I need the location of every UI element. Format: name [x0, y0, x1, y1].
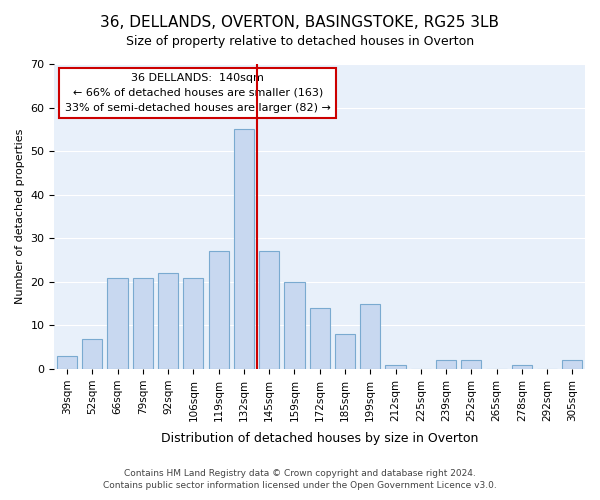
Text: Size of property relative to detached houses in Overton: Size of property relative to detached ho… — [126, 35, 474, 48]
Bar — [436, 360, 456, 369]
Bar — [183, 278, 203, 369]
Bar — [512, 364, 532, 369]
Bar — [158, 273, 178, 369]
Bar — [284, 282, 305, 369]
Bar — [209, 252, 229, 369]
Bar — [234, 130, 254, 369]
Bar — [461, 360, 481, 369]
Bar — [335, 334, 355, 369]
Bar — [360, 304, 380, 369]
Bar — [385, 364, 406, 369]
Bar — [562, 360, 583, 369]
Text: 36 DELLANDS:  140sqm
← 66% of detached houses are smaller (163)
33% of semi-deta: 36 DELLANDS: 140sqm ← 66% of detached ho… — [65, 73, 331, 113]
Text: Contains HM Land Registry data © Crown copyright and database right 2024.
Contai: Contains HM Land Registry data © Crown c… — [103, 468, 497, 490]
Text: 36, DELLANDS, OVERTON, BASINGSTOKE, RG25 3LB: 36, DELLANDS, OVERTON, BASINGSTOKE, RG25… — [101, 15, 499, 30]
Bar — [57, 356, 77, 369]
Bar — [259, 252, 279, 369]
Bar — [310, 308, 330, 369]
Bar — [133, 278, 153, 369]
Bar — [107, 278, 128, 369]
Bar — [82, 338, 103, 369]
Y-axis label: Number of detached properties: Number of detached properties — [15, 129, 25, 304]
X-axis label: Distribution of detached houses by size in Overton: Distribution of detached houses by size … — [161, 432, 478, 445]
